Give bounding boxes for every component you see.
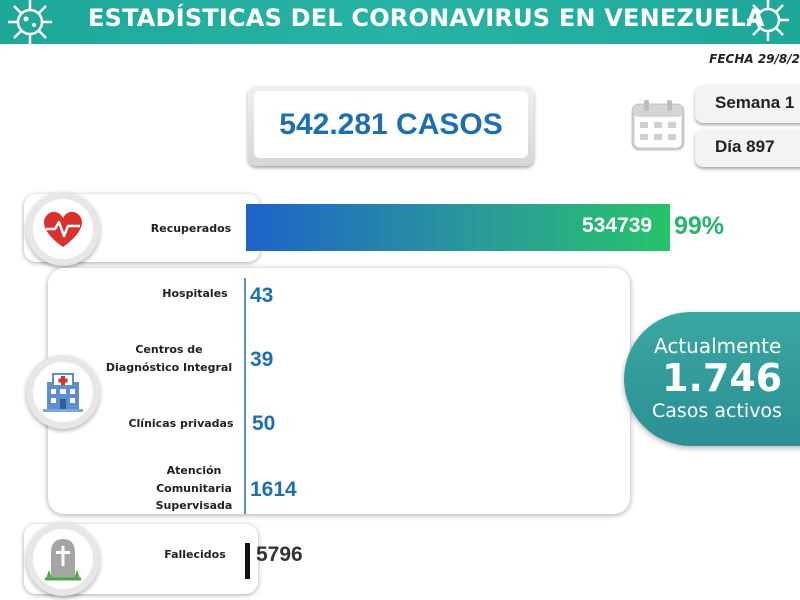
active-cases-bubble: Actualmente 1.746 Casos activos xyxy=(624,312,800,446)
hospital-building-icon xyxy=(43,373,83,412)
category-label: Atención Comunitaria Supervisada xyxy=(155,464,233,513)
virus-icon xyxy=(8,0,52,44)
data-label: 50 xyxy=(252,412,276,435)
header-banner: ESTADÍSTICAS DEL CORONAVIRUS EN VENEZUEL… xyxy=(0,0,800,44)
data-label: 39 xyxy=(250,348,274,371)
recovered-value: 534739 xyxy=(582,214,653,237)
total-cases-box: 542.281 CASOS xyxy=(248,86,534,166)
gravestone-icon xyxy=(45,539,81,581)
active-label: Actualmente xyxy=(654,334,782,358)
recovered-bar xyxy=(246,204,670,251)
category-label: Centros de Diagnóstico Integral xyxy=(105,343,233,374)
recovered-percent: 99% xyxy=(674,212,725,240)
active-caption: Casos activos xyxy=(652,400,782,422)
recovered-icon-circle xyxy=(26,192,100,266)
deaths-bar xyxy=(245,543,250,579)
page-title: ESTADÍSTICAS DEL CORONAVIRUS EN VENEZUEL… xyxy=(88,4,765,32)
category-label: Hospitales xyxy=(162,287,228,300)
total-cases: 542.281 CASOS xyxy=(279,107,503,141)
virus-icon xyxy=(747,0,789,41)
category-label: Clínicas privadas xyxy=(128,417,234,430)
hospital-icon-circle xyxy=(26,355,100,429)
active-value: 1.746 xyxy=(662,356,783,400)
category-label: Fallecidos xyxy=(164,548,226,561)
axis-line xyxy=(244,278,246,514)
heart-pulse-icon xyxy=(44,211,82,247)
deaths-value: 5796 xyxy=(256,543,303,566)
day-badge: Día 897 xyxy=(695,129,800,167)
week-badge: Semana 1 xyxy=(695,85,800,123)
data-label: 43 xyxy=(250,284,274,307)
hospitalization-panel xyxy=(48,268,630,514)
data-label: 1614 xyxy=(250,478,297,501)
category-label: Recuperados xyxy=(150,222,232,235)
calendar-icon xyxy=(631,100,685,151)
deaths-icon-circle xyxy=(26,522,100,596)
report-date: FECHA 29/8/2 xyxy=(709,52,800,66)
